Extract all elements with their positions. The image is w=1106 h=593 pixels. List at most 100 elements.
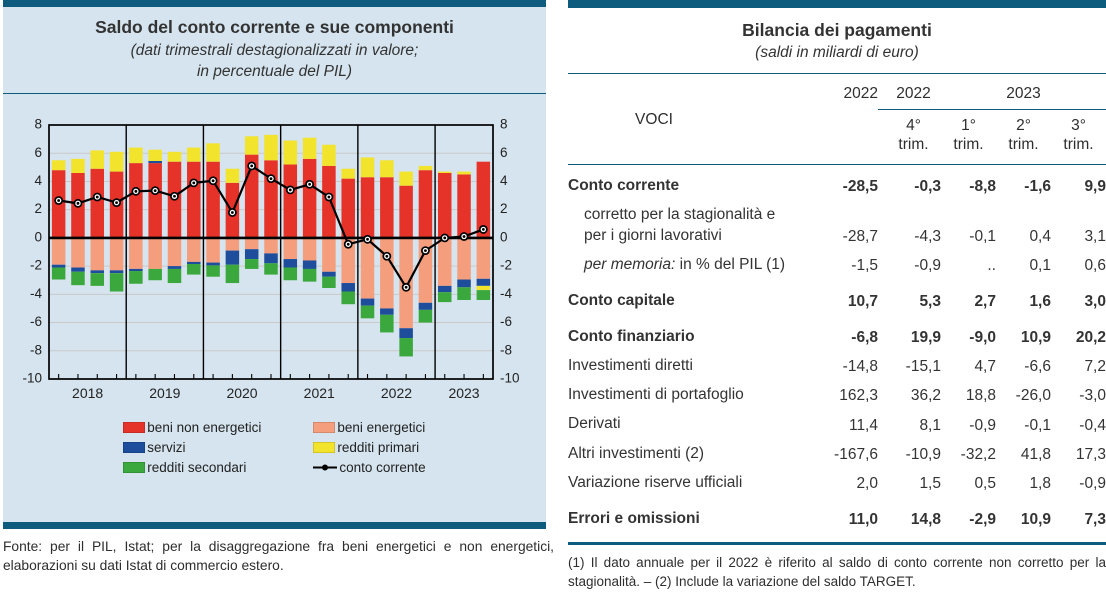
svg-text:-2: -2 [500,258,512,273]
bar-segment [70,158,85,173]
chart-subtitle-line-2: in percentuale del PIL) [196,62,353,80]
bar-segment [456,174,471,238]
bar-segment [283,237,297,259]
svg-text:0: 0 [500,229,508,244]
bar-segment [147,268,162,281]
bar-segment [476,161,490,238]
bar-segment [147,237,162,269]
x-axis-year-label: 2022 [380,385,411,401]
bar-segment [90,273,104,286]
year-group-row: 2022 2023 [878,85,1106,110]
bar-segment [379,160,394,178]
table-header: VOCI 2022 2022 2023 4° trim. 1° trim. 2° trim.… [568,74,1106,155]
table-row: Errori e omissioni 11,0 14,8 -2,9 10,9 7,3 [568,504,1106,533]
legend-label: redditi primari [337,439,420,455]
bar-segment [360,237,374,299]
bar-segment [186,147,201,162]
bar-segment [437,172,451,238]
color-swatch [123,461,146,473]
row-label: Conto corrente [568,177,680,195]
bar-segment [321,276,336,288]
table-cell: 17,3 [1075,445,1106,463]
source-note: Fonte: per il PIL, Istat; per la disaggr… [3,539,554,574]
bar-segment [51,160,65,171]
table-cell: 0,1 [1029,256,1051,274]
bar-segment [340,237,355,283]
bar-segment [360,298,374,306]
bar-segment [90,270,104,274]
bar-segment [379,177,394,238]
divider [568,542,1106,546]
legend-item: beni energetici [313,420,425,435]
bar-segment [186,261,201,264]
y-axis-labels: 8 8 6 6 4 4 2 2 0 0 -2 -2 -4 -4 -6 -6 -8 -8 -10 -10 [22,118,519,386]
table-row: Investimenti diretti -14,8 -15,1 4,7 -6,6 7,2 [568,352,1106,381]
bar-segment [418,302,432,310]
bar-segment [244,136,258,155]
bar-segment [90,168,104,238]
bar-segment [302,268,316,282]
bar-segment [321,165,336,238]
bar-segment [205,237,220,263]
bar-segment [456,171,471,175]
chart-legend: beni non energetici beni energetici serviz… [3,420,546,475]
table-cell: -0,3 [914,178,941,196]
table-cell: 3,1 [1084,227,1106,245]
bar-segment [128,162,143,238]
bar-segment [437,171,451,173]
quarter-column-header: 4° trim. [898,117,929,154]
bar-segment [70,237,85,268]
bar-segment [340,178,355,238]
table-subtitle: (saldi in miliardi di euro) [755,44,919,61]
bar-series [51,134,490,357]
bar-segment [321,144,336,166]
table-cell: 2,7 [974,292,996,310]
table-row: Investimenti di portafoglio 162,3 36,2 18,8… [568,381,1106,410]
table-cell: 0,4 [1029,227,1051,245]
bar-segment [302,260,316,269]
table-cell: -10,9 [905,445,941,463]
table-cell: -32,2 [960,445,996,463]
bar-segment [128,268,143,271]
table-cell: 11,4 [848,416,878,434]
bar-segment [128,147,143,163]
year-group-label: 2023 [1006,85,1041,102]
color-swatch [123,421,146,433]
table-cell: -0,4 [1079,416,1106,434]
bar-segment [418,170,432,238]
table-cell: -6,6 [1024,358,1051,376]
legend-label: redditi secondari [147,459,247,475]
quarter-column-header: 2° trim. [1008,117,1039,154]
table-cell: 11,0 [848,510,878,528]
legend-label: beni energetici [337,419,426,435]
plot-frame [47,123,494,380]
bar-segment [167,237,181,266]
row-label: Investimenti diretti [568,357,693,375]
table-row: corretto per la stagionalità e per i gio… [568,201,1106,250]
bar-segment [476,237,490,279]
bar-segment [398,185,413,238]
table-cell: 14,8 [910,510,941,528]
row-label: Errori e omissioni [568,509,700,527]
quarter-column-header: 1° trim. [953,117,984,154]
table-cell: -0,9 [969,416,996,434]
bar-segment [437,237,451,286]
panel-top-bar [568,0,1106,8]
chart-subtitle-line-1: (dati trimestrali destagionalizzati in v… [130,42,419,59]
divider [568,163,1106,165]
bar-segment [70,271,85,286]
table-row: Derivati 11,4 8,1 -0,9 -0,1 -0,4 [568,410,1106,439]
bar-segment [437,292,451,302]
bar-segment [205,265,220,277]
line-swatch [313,464,338,471]
bar-segment [205,161,220,238]
bar-segment [418,237,432,303]
svg-text:-8: -8 [29,342,41,357]
year-group-label: 2022 [896,85,931,102]
bar-segment [128,270,143,284]
bar-segment [379,237,394,309]
bar-segment [476,278,490,286]
legend-item: redditi primari [313,440,425,455]
svg-text:-10: -10 [22,370,42,385]
bar-segment [398,328,413,338]
